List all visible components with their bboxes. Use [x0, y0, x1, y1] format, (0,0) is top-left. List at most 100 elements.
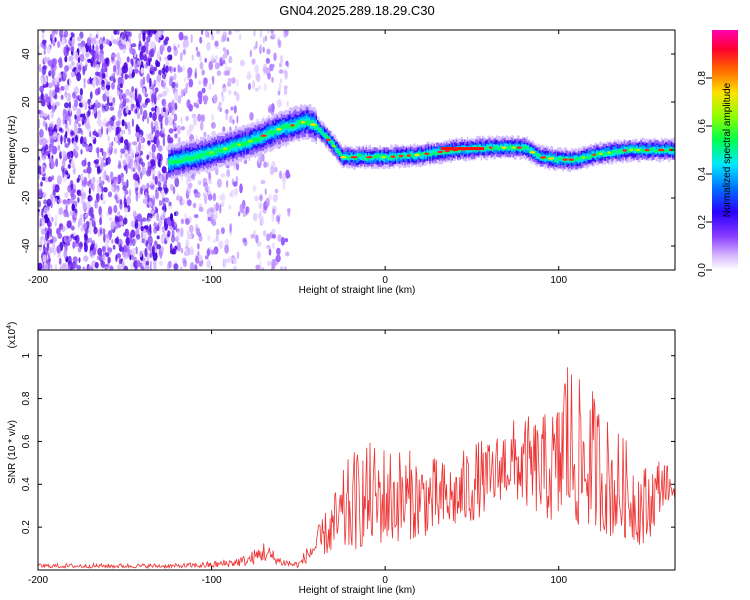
ridge-cell [364, 154, 366, 158]
noise-blob [211, 34, 215, 41]
noise-blob [117, 109, 122, 119]
ridge-hotspot [276, 128, 282, 131]
ridge-hotspot [607, 151, 612, 154]
noise-blob [232, 119, 235, 125]
noise-blob [187, 73, 190, 80]
noise-blob [207, 31, 210, 38]
noise-blob [47, 45, 51, 54]
noise-blob [79, 53, 85, 63]
noise-blob [69, 32, 72, 38]
x-tick-label: 0 [382, 575, 388, 586]
noise-blob [82, 141, 87, 148]
ridge-cell [519, 146, 522, 152]
ridge-cell [364, 155, 366, 161]
ridge-cell [487, 146, 490, 150]
noise-blob [134, 93, 138, 102]
noise-blob [47, 104, 52, 110]
noise-blob [272, 242, 275, 249]
ridge-cell [648, 149, 651, 153]
ridge-cell [409, 152, 412, 156]
noise-blob [171, 229, 175, 237]
noise-blob [263, 161, 268, 168]
ridge-cell [457, 150, 459, 153]
noise-blob [123, 65, 127, 70]
ridge-cell [404, 155, 406, 159]
noise-blob [140, 61, 144, 68]
noise-blob [270, 30, 274, 35]
noise-blob [100, 259, 104, 267]
ridge-cell [640, 148, 642, 151]
noise-blob [63, 249, 68, 259]
noise-blob [90, 206, 94, 217]
noise-blob [274, 188, 279, 194]
noise-blob [271, 212, 275, 222]
noise-blob [63, 46, 67, 56]
noise-blob [129, 149, 134, 159]
ridge-cell [233, 142, 235, 147]
ridge-cell [604, 151, 606, 155]
noise-blob [89, 196, 93, 201]
noise-blob [104, 89, 110, 97]
noise-blob [56, 227, 61, 236]
ridge-cell [537, 153, 540, 160]
ridge-cell [577, 158, 580, 164]
ridge-cell [272, 131, 274, 136]
noise-blob [52, 131, 58, 141]
ridge-cell [311, 119, 313, 125]
noise-blob [199, 55, 202, 62]
noise-blob [196, 51, 201, 58]
noise-blob [257, 85, 261, 90]
noise-blob [210, 121, 216, 129]
noise-blob [96, 192, 100, 203]
noise-blob [190, 33, 193, 44]
ridge-cell [419, 153, 422, 159]
noise-blob [104, 170, 107, 178]
noise-blob [146, 133, 150, 140]
noise-blob [107, 146, 113, 156]
ridge-cell [361, 154, 363, 161]
noise-blob [56, 175, 63, 185]
noise-blob [233, 258, 238, 265]
ridge-cell [601, 153, 603, 157]
ridge-hotspot [290, 124, 295, 127]
noise-blob [141, 45, 146, 53]
noise-blob [215, 234, 219, 242]
noise-blob [151, 143, 156, 153]
ridge-cell [315, 124, 317, 130]
noise-blob [73, 236, 78, 241]
noise-blob [145, 47, 149, 55]
noise-blob [204, 185, 209, 192]
noise-blob [175, 82, 179, 89]
noise-blob [92, 78, 96, 88]
noise-blob [43, 56, 48, 64]
noise-blob [188, 104, 193, 112]
noise-blob [151, 151, 155, 159]
ridge-cell [390, 155, 392, 162]
noise-blob [254, 195, 259, 202]
noise-blob [86, 200, 91, 210]
noise-blob [152, 173, 155, 181]
ridge-cell [548, 154, 551, 161]
noise-blob [124, 143, 129, 150]
colorbar-tick-label: 0.6 [697, 119, 708, 133]
noise-blob [132, 173, 138, 181]
ridge-cell [558, 157, 560, 161]
noise-blob [180, 88, 184, 98]
ridge-cell [205, 151, 208, 156]
noise-blob [286, 62, 290, 69]
y-tick-label: -40 [21, 238, 32, 253]
ridge-cell [538, 155, 541, 158]
noise-blob [50, 239, 54, 244]
noise-blob [146, 116, 150, 125]
noise-blob [261, 215, 264, 226]
ridge-cell [644, 149, 647, 153]
noise-blob [156, 212, 160, 222]
colorbar-gradient [712, 30, 738, 270]
noise-blob [124, 74, 130, 79]
ridge-cell [304, 120, 306, 126]
noise-blob [66, 199, 70, 206]
ridge-cell [290, 124, 292, 130]
noise-blob [164, 117, 169, 126]
ridge-cell [387, 156, 390, 160]
noise-blob [117, 30, 120, 36]
